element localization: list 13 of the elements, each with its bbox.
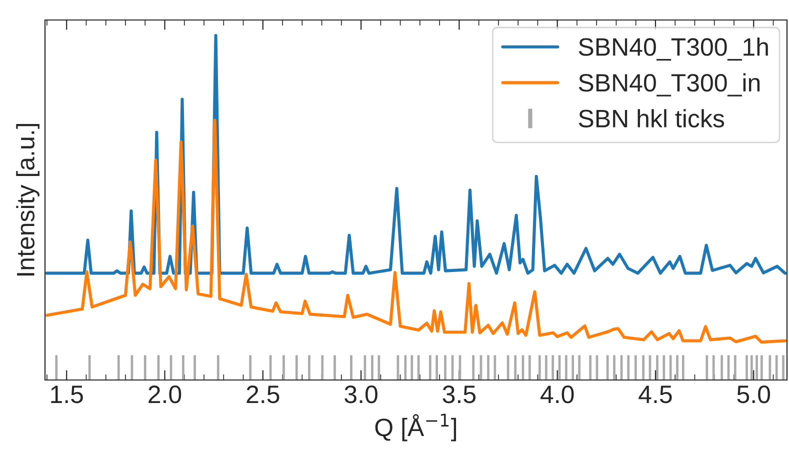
legend-label: SBN hkl ticks [578,109,724,128]
legend-label: SBN40_T300_in [578,73,760,96]
x-tick-label: 1.5 [51,386,83,404]
legend-label: SBN40_T300_1h [578,38,768,61]
x-tick-label: 3.0 [344,386,378,404]
x-tick-label: 4.5 [638,386,672,404]
x-tick-label: 3.5 [442,386,476,404]
x-tick-label: 4.0 [540,386,574,404]
x-tick-label: 5.0 [737,386,770,404]
x-tick-label: 2.5 [246,386,280,404]
x-tick-label: 2.0 [148,386,182,404]
y-axis-title: Intensity [a.u.] [16,124,40,276]
x-axis-title: Q [Å$^{−1}$] [375,414,456,442]
